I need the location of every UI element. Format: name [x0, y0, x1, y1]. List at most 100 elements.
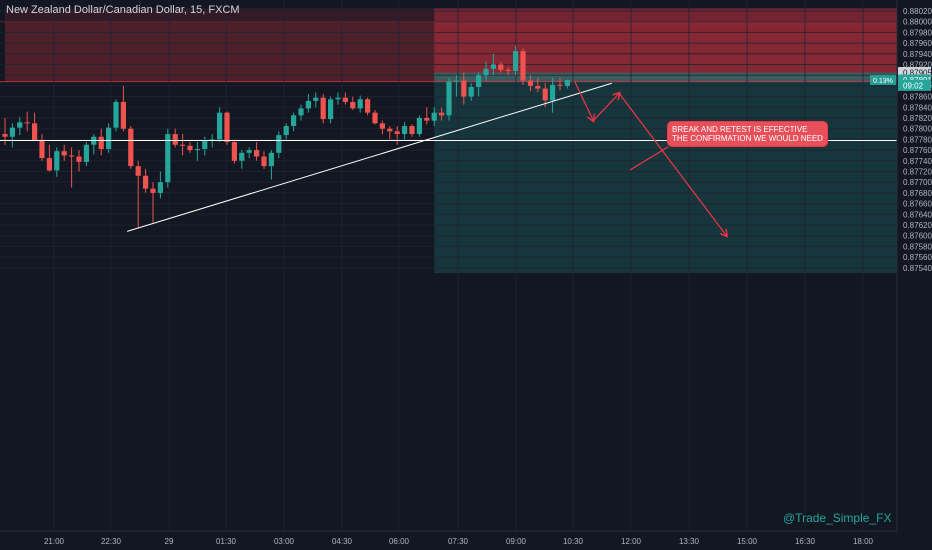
price-tick-label: 0.87780	[903, 135, 932, 144]
candle-body	[564, 80, 570, 86]
candle-body	[39, 140, 45, 159]
change-label-bg	[870, 75, 896, 86]
supply-zone	[5, 8, 897, 22]
candle-body	[490, 64, 496, 69]
candle-body	[468, 86, 474, 97]
price-tick-label: 0.87640	[903, 210, 932, 219]
candle-body	[298, 108, 304, 116]
time-tick-label: 12:00	[621, 537, 642, 546]
candle-body	[446, 81, 452, 116]
candle-body	[224, 112, 230, 143]
candle-body	[416, 118, 422, 135]
candle-body	[291, 115, 297, 127]
callout-line-1: BREAK AND RETEST IS EFFECTIVE	[672, 125, 808, 134]
candle-body	[165, 134, 171, 183]
candle-body	[202, 140, 208, 150]
price-tick-label: 0.87940	[903, 50, 932, 59]
time-axis-bg	[0, 531, 932, 550]
candle-body	[194, 149, 200, 151]
time-tick-label: 16:30	[795, 537, 816, 546]
candle-body	[209, 139, 215, 141]
price-tick-label: 0.87920	[903, 61, 932, 70]
candle-body	[98, 136, 104, 150]
candle-body	[461, 80, 467, 97]
candle-body	[69, 155, 75, 157]
price-tick-label: 0.87800	[903, 125, 932, 134]
candle-body	[2, 134, 8, 137]
candle-body	[439, 112, 445, 116]
watermark: @Trade_Simple_FX	[783, 511, 892, 525]
candle-body	[231, 142, 237, 161]
resistance-zone	[5, 21, 897, 82]
candle-body	[350, 101, 356, 109]
candle-body	[150, 188, 156, 193]
price-tick-label: 0.87540	[903, 264, 932, 273]
candle-body	[424, 118, 430, 121]
price-label-bg	[898, 79, 931, 91]
price-tick-label: 0.87960	[903, 39, 932, 48]
price-label-text: 0.87905	[903, 69, 932, 78]
candle-body	[128, 128, 134, 167]
candle-body	[335, 97, 341, 100]
candle-body	[342, 97, 348, 102]
candle-body	[431, 112, 437, 121]
time-tick-label: 03:00	[274, 537, 295, 546]
price-tick-label: 0.87980	[903, 28, 932, 37]
price-tick-label: 0.87820	[903, 114, 932, 123]
price-tick-label: 0.87840	[903, 103, 932, 112]
candles-layer	[2, 45, 570, 228]
candle-body	[217, 112, 223, 140]
price-label-bg	[898, 67, 931, 79]
time-tick-label: 18:00	[853, 537, 874, 546]
time-tick-label: 09:00	[506, 537, 527, 546]
candle-body	[520, 51, 526, 81]
candle-body	[505, 69, 511, 71]
candle-body	[120, 101, 126, 129]
price-tick-label: 0.87600	[903, 232, 932, 241]
time-tick-label: 01:30	[216, 537, 237, 546]
price-label-text: 09:02	[903, 81, 924, 90]
session-red	[434, 8, 897, 73]
price-tick-label: 0.87560	[903, 253, 932, 262]
time-tick-label: 07:30	[448, 537, 469, 546]
time-tick-label: 06:00	[389, 537, 410, 546]
candle-body	[106, 127, 112, 150]
time-tick-label: 10:30	[563, 537, 584, 546]
callout-box: BREAK AND RETEST IS EFFECTIVE THE CONFIR…	[667, 121, 828, 147]
candle-body	[276, 135, 282, 153]
candle-body	[527, 80, 533, 86]
price-tick-label: 0.87740	[903, 157, 932, 166]
candle-body	[246, 150, 252, 153]
trend-line	[126, 82, 612, 232]
candle-body	[239, 152, 245, 161]
callout-line-2: THE CONFIRMATION WE WOULD NEED	[672, 134, 823, 143]
candle-body	[379, 123, 385, 129]
candle-body	[157, 182, 163, 193]
price-tick-label: 0.88000	[903, 18, 932, 27]
candle-body	[498, 64, 504, 70]
time-tick-label: 15:00	[737, 537, 758, 546]
projection-arrow-segment	[592, 93, 619, 122]
candle-body	[113, 101, 119, 128]
time-tick-label: 04:30	[332, 537, 353, 546]
projection-arrow-segment	[618, 93, 726, 235]
candle-body	[320, 97, 326, 120]
candle-body	[409, 126, 415, 135]
candle-body	[187, 145, 193, 151]
candle-body	[254, 150, 260, 157]
price-tick-label: 0.87680	[903, 189, 932, 198]
candle-body	[305, 100, 311, 109]
candle-body	[453, 80, 459, 82]
candle-body	[17, 122, 23, 128]
time-axis[interactable]: 21:00 22:30 29 01:30 03:00 04:30 06:00 07:30 09:…	[0, 530, 932, 550]
candle-body	[513, 51, 519, 71]
session-green-band	[434, 72, 897, 82]
candle-body	[402, 126, 408, 135]
candle-body	[557, 84, 563, 86]
candle-body	[550, 84, 556, 101]
candle-body	[135, 166, 141, 176]
time-tick-label: 13:30	[679, 537, 700, 546]
candle-body	[483, 68, 489, 76]
